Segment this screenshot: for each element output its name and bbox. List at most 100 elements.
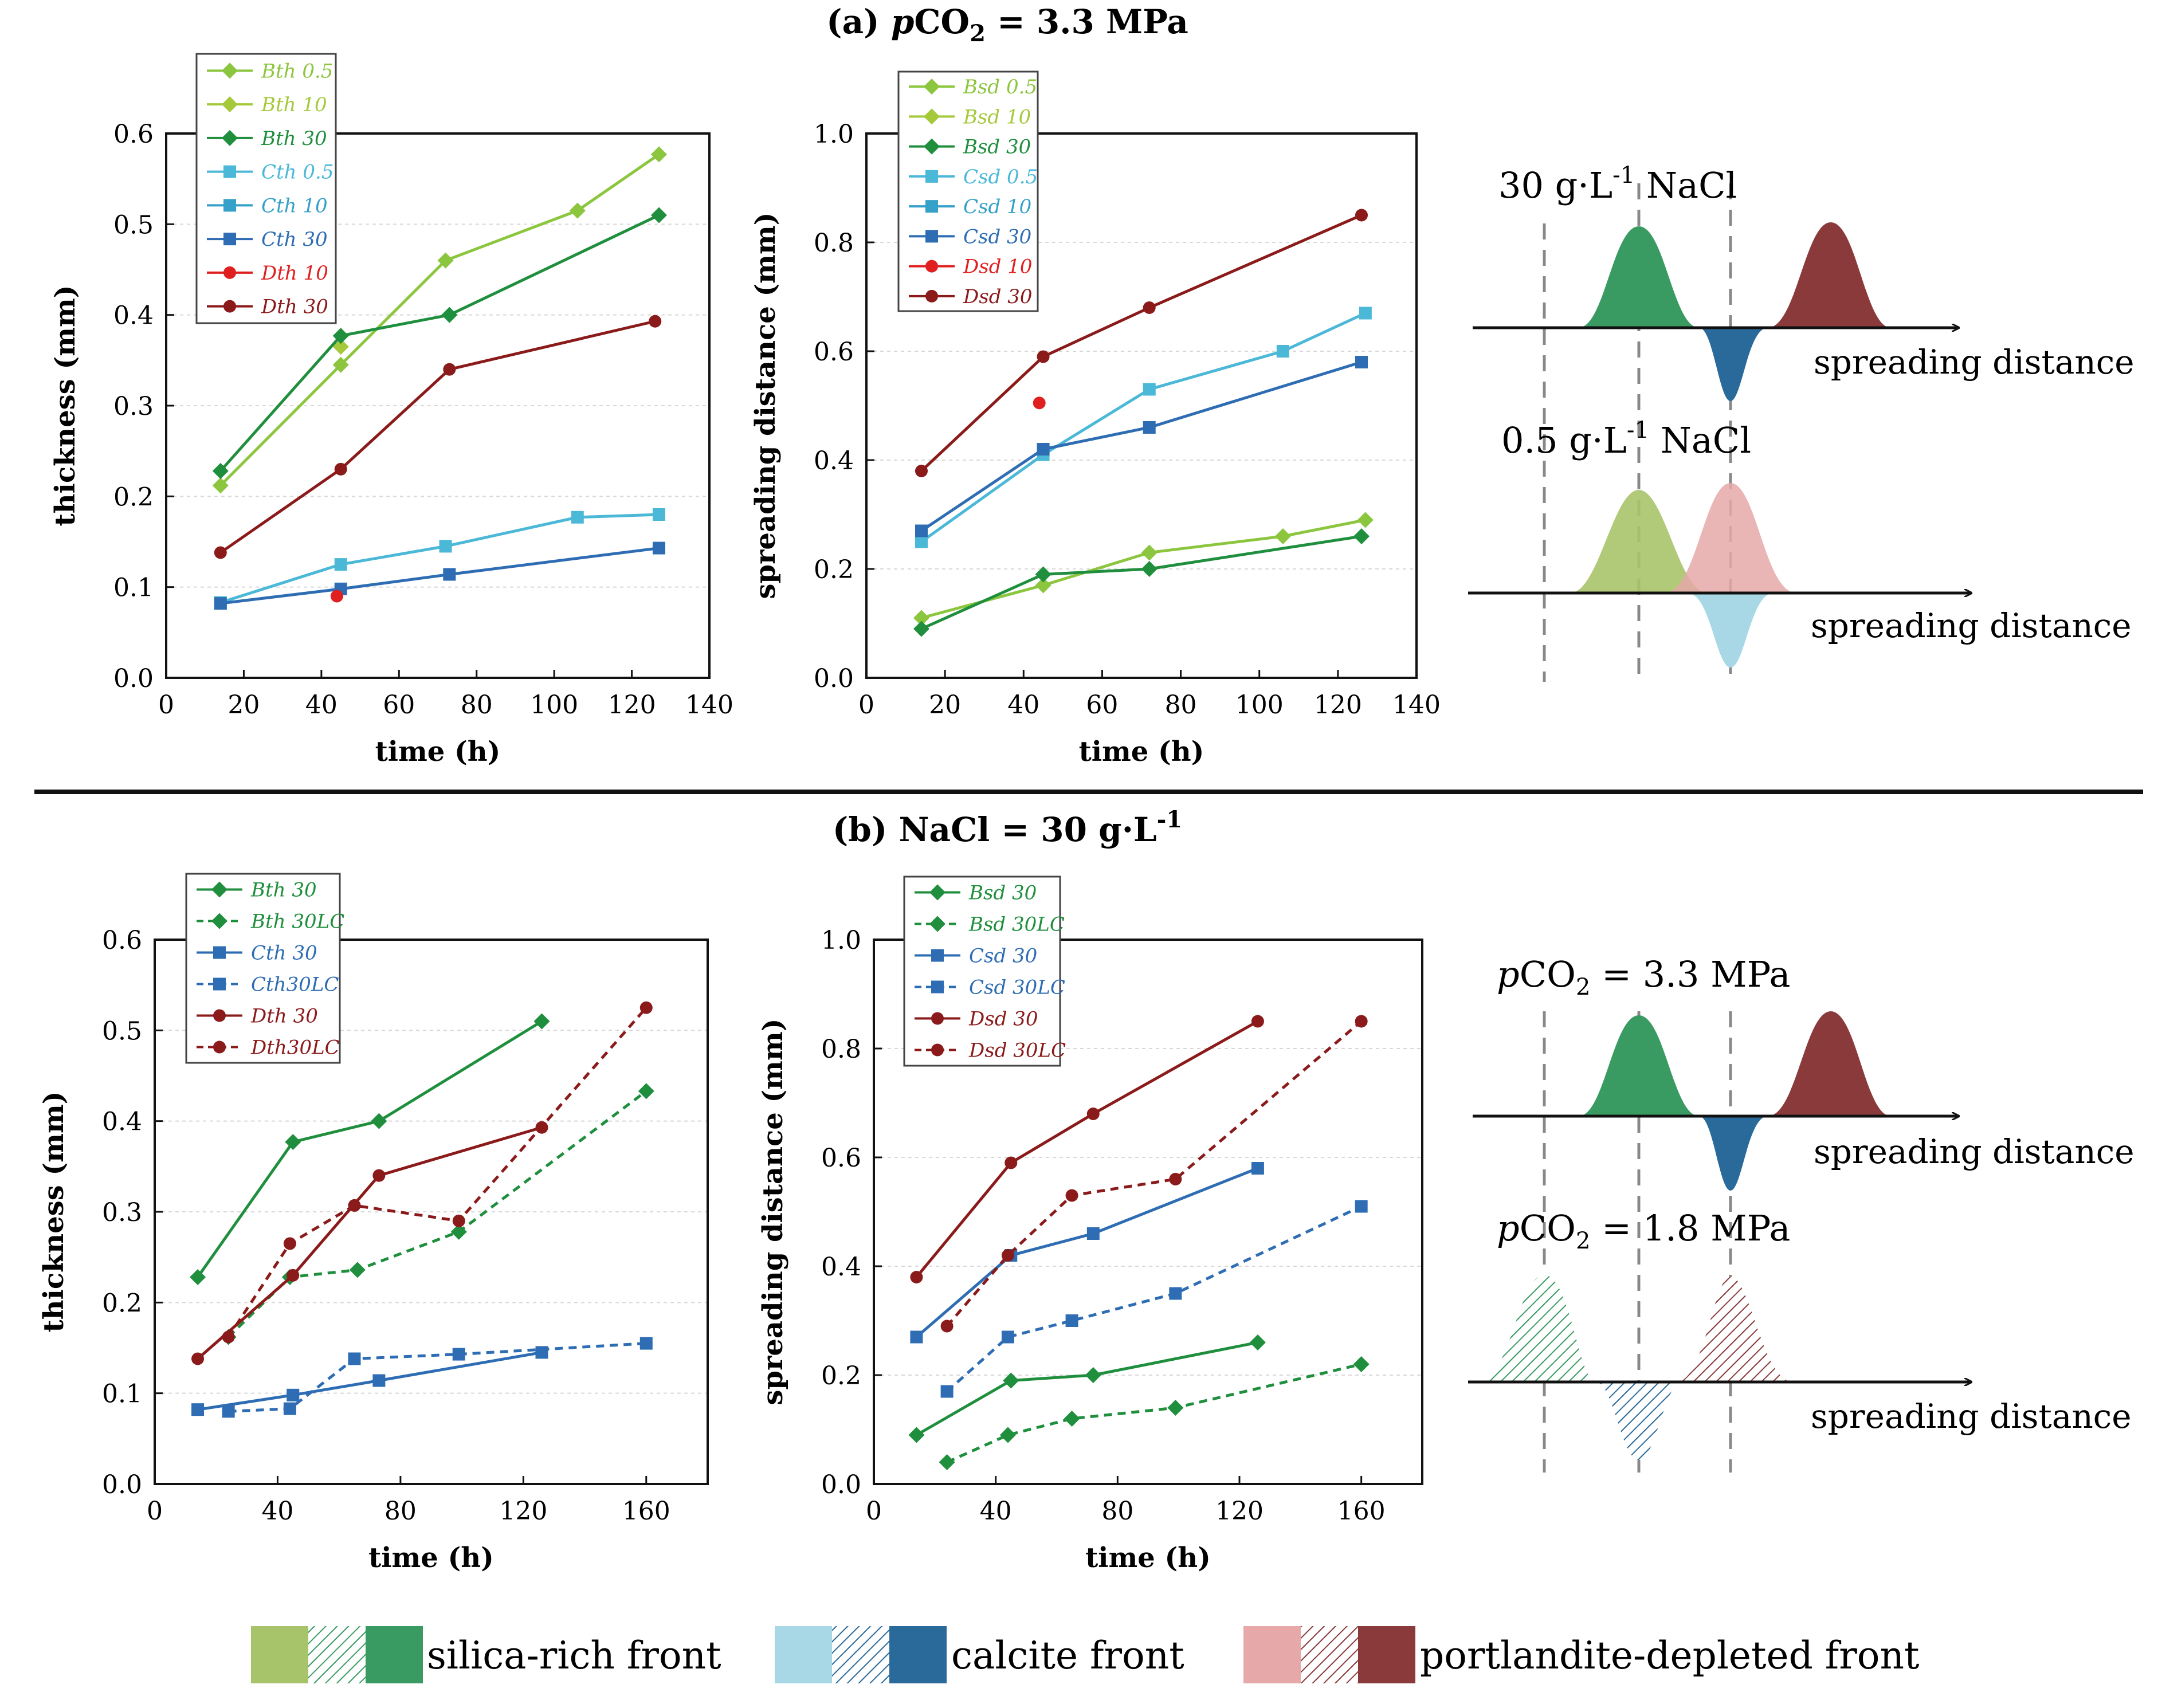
- legend-marker: [211, 913, 227, 929]
- axis-label: spreading distance: [1811, 1397, 2132, 1436]
- x-axis-label: time (h): [368, 1542, 494, 1574]
- legend-marker: [223, 165, 236, 178]
- legend-entry: Csd 30: [963, 225, 1031, 248]
- data-point: [212, 477, 229, 494]
- legend-marker: [213, 946, 226, 959]
- y-axis-label: thickness (mm): [38, 1091, 70, 1333]
- series-line: [220, 547, 660, 605]
- data-point: [439, 540, 452, 553]
- legend-entry: Bsd 10: [963, 105, 1031, 128]
- data-point: [1169, 1173, 1182, 1185]
- swatch-silica-light: [251, 1626, 308, 1683]
- tick-label-y: 0.2: [814, 555, 854, 584]
- legend-marker: [223, 199, 236, 212]
- series-line: [916, 1341, 1258, 1436]
- data-point: [452, 1214, 465, 1227]
- data-point: [940, 1385, 954, 1398]
- silica-peak-hatched: [1478, 1275, 1596, 1382]
- data-point: [191, 1352, 205, 1365]
- silica-peak: [1570, 490, 1708, 593]
- data-point: [443, 568, 456, 581]
- data-point: [372, 1374, 386, 1387]
- tick-label-y: 0.6: [102, 926, 142, 955]
- legend-marker: [924, 78, 940, 95]
- data-point: [915, 535, 928, 548]
- tick-label-x: 0: [158, 690, 174, 720]
- data-point: [1353, 528, 1370, 544]
- data-point: [639, 1337, 653, 1350]
- data-point: [1359, 307, 1372, 320]
- data-point: [330, 590, 343, 603]
- legend-marker: [924, 108, 940, 125]
- schematic-label: pCO2 = 3.3 MPa: [1497, 953, 1791, 1000]
- tick-label-x: 100: [1235, 690, 1284, 720]
- data-point: [1143, 421, 1156, 434]
- tick-label-x: 120: [608, 690, 656, 720]
- legend-marker: [931, 1012, 944, 1025]
- legend-marker: [929, 884, 945, 901]
- tick-label-y: 0.0: [821, 1470, 861, 1499]
- swatch-calcite-hatched: [832, 1626, 889, 1683]
- data-point: [283, 1402, 296, 1415]
- swatch-silica-dark: [366, 1626, 423, 1683]
- tick-label-x: 40: [305, 690, 338, 720]
- data-point: [1001, 1330, 1014, 1344]
- y-axis-label: thickness (mm): [49, 285, 81, 527]
- legend-entry: Csd 0.5: [963, 166, 1038, 189]
- tick-label-x: 60: [1086, 690, 1118, 720]
- tick-label-y: 0.2: [113, 482, 154, 512]
- series-line: [945, 1020, 1363, 1328]
- tick-label-x: 80: [384, 1497, 417, 1526]
- legend-entry: Bsd 0.5: [963, 76, 1037, 99]
- data-point: [287, 1388, 300, 1401]
- x-axis-label: time (h): [375, 736, 501, 768]
- plot-frame: [873, 939, 1423, 1485]
- tick-label-x: 0: [147, 1497, 163, 1526]
- axis-label: spreading distance: [1811, 606, 2132, 645]
- data-point: [1086, 1227, 1100, 1240]
- data-point: [348, 1352, 361, 1365]
- legend-marker: [925, 200, 938, 213]
- legend-entry: Dsd 30: [963, 285, 1033, 308]
- legend-marker: [925, 289, 938, 303]
- tick-label-y: 0.2: [102, 1289, 142, 1318]
- tick-label-y: 0.5: [102, 1016, 142, 1046]
- chart-b-spreading: 0.0 0.2 0.4 0.6 0.8 1.0 0 40 80 120 160 time (h) spr…: [757, 875, 1423, 1574]
- series-line: [197, 1350, 542, 1411]
- data-point: [441, 307, 458, 323]
- series-line: [197, 1126, 543, 1360]
- series-line: [946, 1363, 1362, 1464]
- data-point: [638, 1083, 654, 1100]
- legend-marker: [222, 129, 238, 146]
- portlandite-peak: [1665, 483, 1796, 593]
- tick-label-y: 0.4: [814, 446, 854, 476]
- tick-label-x: 40: [980, 1497, 1012, 1526]
- tick-label-y: 0.4: [113, 301, 154, 331]
- data-point: [214, 546, 227, 559]
- tick-label-y: 0.1: [113, 574, 154, 603]
- data-point: [1037, 443, 1050, 456]
- tick-label-y: 0.6: [814, 337, 854, 367]
- data-point: [334, 558, 347, 571]
- tick-label-x: 0: [858, 690, 874, 720]
- data-point: [569, 202, 586, 219]
- data-point: [1357, 512, 1374, 528]
- calcite-trough: [1699, 1116, 1768, 1191]
- y-axis-label: spreading distance (mm): [757, 1019, 789, 1405]
- axis-label: spreading distance: [1814, 343, 2135, 382]
- legend-marker: [925, 260, 938, 273]
- data-point: [940, 1320, 954, 1333]
- schematic-label: 0.5 g·L-1 NaCl: [1501, 417, 1751, 461]
- portlandite-peak: [1768, 1011, 1891, 1116]
- data-point: [1033, 396, 1046, 410]
- tick-label-y: 0.0: [102, 1470, 142, 1499]
- series-line: [915, 1020, 1259, 1278]
- plot-frame: [154, 939, 709, 1485]
- tick-label-x: 100: [530, 690, 578, 720]
- calcite-trough-hatched: [1596, 1382, 1682, 1460]
- legend-entry: Csd 10: [963, 195, 1031, 218]
- series-line: [219, 214, 660, 472]
- schematic-b-top: pCO2 = 3.3 MPa spreading distance: [1473, 953, 2135, 1473]
- legend-entry: Dsd 10: [963, 256, 1033, 278]
- chart-a-thickness: 0.0 0.1 0.2 0.3 0.4 0.5 0.6 0 20 40 60 80 100 120 140 t…: [49, 53, 733, 768]
